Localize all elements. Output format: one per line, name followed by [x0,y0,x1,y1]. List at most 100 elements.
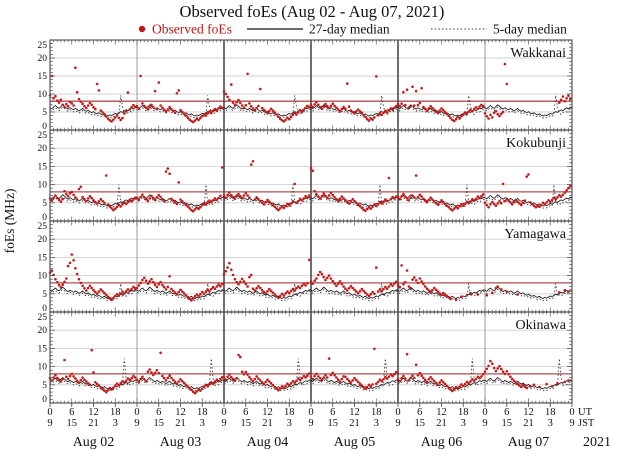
observed-foes-dot [433,379,436,383]
observed-foes-dot [262,203,266,206]
jst-tick-label: 9 [482,418,487,429]
observed-foes-dot [365,117,369,121]
observed-foes-dot [222,272,226,276]
observed-foes-dot [61,197,64,201]
observed-foes-dot [213,380,217,383]
observed-foes-dot [159,195,162,199]
observed-foes-dot [322,275,326,279]
observed-foes-dot [356,380,360,384]
observed-foes-dot [500,288,503,291]
observed-foes-dot [496,202,500,205]
observed-foes-dot [114,384,117,387]
observed-foes-dot [101,387,104,391]
observed-foes-dot [269,289,273,293]
ut-tick-label: 18 [545,407,556,418]
observed-foes-dot [507,372,510,376]
observed-foes-dot [128,378,132,382]
observed-foes-dot [398,104,402,108]
observed-foes-dot [141,278,144,282]
observed-foes-dot [101,111,104,114]
observed-foes-dot [52,376,55,379]
observed-foes-dot [494,369,498,373]
observed-foes-dot [436,203,440,206]
observed-foes-dot [137,198,141,202]
observed-foes-dot [175,92,179,95]
observed-foes-dot [394,370,398,374]
observed-foes-dot [387,375,391,379]
observed-foes-dot [237,283,240,286]
observed-foes-dot [75,379,79,383]
observed-foes-dot [104,293,108,297]
observed-foes-dot [128,108,132,111]
observed-foes-dot [164,110,168,113]
observed-foes-dot [438,292,442,295]
observed-foes-dot [85,380,88,383]
observed-foes-dot [568,97,572,101]
observed-foes-dot [202,385,206,388]
observed-foes-dot [503,199,507,203]
observed-foes-dot [525,386,528,390]
observed-foes-dot [550,385,554,388]
ut-tick-label: 0 [308,407,313,418]
observed-foes-dot [188,387,191,390]
observed-foes-dot [465,294,469,297]
observed-foes-dot [240,104,244,107]
observed-foes-dot [251,107,255,110]
observed-foes-dot [137,380,141,384]
observed-foes-dot [447,205,451,209]
observed-foes-dot [106,203,110,206]
observed-foes-dot [52,196,55,199]
observed-foes-dot [273,205,277,209]
observed-foes-dot [317,273,320,277]
observed-foes-dot [146,370,150,374]
observed-foes-dot [498,364,501,368]
observed-foes-dot [148,197,151,200]
observed-foes-dot [161,197,164,201]
observed-foes-dot [317,375,320,378]
observed-foes-dot [224,196,228,199]
observed-foes-dot [219,377,222,381]
observed-foes-dot [81,102,84,105]
jst-tick-label: 15 [241,418,252,429]
observed-foes-dot [137,284,141,287]
observed-foes-dot [191,390,195,394]
y-tick-label: 15 [38,253,48,263]
observed-foes-dot [347,105,351,108]
observed-foes-dot [124,110,128,113]
observed-foes-dot [289,115,293,119]
observed-foes-dot [558,291,561,294]
observed-foes-dot [385,377,389,380]
series-layer [48,62,573,395]
observed-foes-dot [108,386,112,390]
ut-tick-label: 6 [330,407,335,418]
observed-foes-dot [132,198,135,201]
observed-foes-dot [106,117,110,120]
observed-foes-dot [104,174,108,177]
observed-foes-dot [249,378,253,381]
observed-foes-dot [320,107,324,111]
observed-foes-dot [362,386,365,389]
observed-foes-dot [168,172,171,175]
observed-foes-dot [429,291,432,294]
observed-foes-dot [422,105,425,109]
observed-foes-dot [85,289,88,292]
observed-foes-dot [275,113,278,116]
observed-foes-dot [304,376,307,379]
observed-foes-dot [94,290,97,294]
observed-foes-dot [523,385,527,388]
observed-foes-dot [143,196,146,199]
jst-tick-label: 21 [262,418,273,429]
observed-foes-dot [434,288,438,292]
observed-foes-dot [478,105,481,108]
observed-foes-dot [217,107,220,110]
observed-foes-dot [510,203,514,206]
observed-foes-dot [286,382,289,386]
observed-foes-dot [556,196,559,199]
observed-foes-dot [242,372,246,376]
observed-foes-dot [420,86,423,90]
observed-foes-dot [378,288,382,291]
observed-foes-dot [480,375,483,378]
observed-foes-dot [340,377,344,381]
observed-foes-dot [282,206,286,210]
tick-label-layer: 0510152025051015202505101520250510152025… [38,41,575,450]
